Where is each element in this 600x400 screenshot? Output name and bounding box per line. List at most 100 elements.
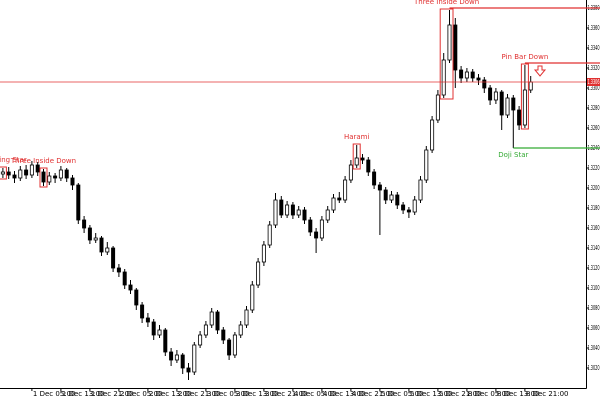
candle-body xyxy=(47,175,52,183)
candle-body xyxy=(354,157,359,166)
candle-body xyxy=(360,157,365,161)
candle-body xyxy=(145,317,150,323)
price-marker xyxy=(587,78,600,86)
x-tick-label: 4 Dec 13:00 xyxy=(323,390,366,398)
candle-body xyxy=(0,171,5,175)
candle-body xyxy=(111,247,116,269)
candle-body xyxy=(493,91,498,101)
candle-body xyxy=(215,311,220,331)
candle-body xyxy=(12,174,17,179)
candle-body xyxy=(174,354,179,361)
pattern-box xyxy=(0,166,7,180)
candle-body xyxy=(464,71,469,79)
candle-body xyxy=(53,175,58,179)
x-tick-label: 1 Dec 05:00 xyxy=(33,390,76,398)
y-tick-label: 1.3120 xyxy=(588,264,600,272)
candle-body xyxy=(424,149,429,181)
candle-body xyxy=(35,164,40,173)
candle-body xyxy=(232,334,237,356)
candle-body xyxy=(244,309,249,326)
candle-body xyxy=(18,169,23,179)
y-tick-label: 1.3080 xyxy=(588,304,600,312)
candle-body xyxy=(377,184,382,191)
candle-body xyxy=(209,311,214,326)
candle-body xyxy=(157,329,162,336)
candle-body xyxy=(151,321,156,336)
candle-body xyxy=(227,339,232,356)
y-tick-label: 1.3180 xyxy=(588,204,600,212)
candle-body xyxy=(441,59,446,96)
x-tick-label: 2 Dec 13:00 xyxy=(149,390,192,398)
candle-body xyxy=(82,219,87,229)
y-tick-label: 1.3200 xyxy=(588,184,600,192)
y-tick-label: 1.3340 xyxy=(588,44,600,52)
candle-body xyxy=(522,89,527,126)
candle-body xyxy=(528,81,533,91)
y-tick-label: 1.3140 xyxy=(588,244,600,252)
candle-body xyxy=(372,171,377,186)
candle-body xyxy=(41,171,46,183)
candle-body xyxy=(314,231,319,239)
candle-body xyxy=(87,227,92,241)
candle-body xyxy=(348,164,353,181)
candle-body xyxy=(517,109,522,126)
y-tick-label: 1.3020 xyxy=(588,364,600,372)
x-tick-label: 2 Dec 21:00 xyxy=(178,390,221,398)
price-marker-label: 1.3306 xyxy=(588,78,600,86)
x-tick-label: 8 Dec 21:00 xyxy=(526,390,569,398)
pattern-box xyxy=(520,63,529,130)
x-tick-label: 5 Dec 05:00 xyxy=(381,390,424,398)
y-tick-label: 1.3220 xyxy=(588,164,600,172)
candle-body xyxy=(273,199,278,226)
candle-body xyxy=(140,304,145,319)
candle-body xyxy=(24,169,29,176)
candle-body xyxy=(383,189,388,201)
pattern-label: Three Inside Down xyxy=(10,157,76,165)
candle-body xyxy=(116,267,121,273)
candle-body xyxy=(70,177,75,186)
x-tick-label: 4 Dec 21:00 xyxy=(352,390,395,398)
pattern-label: Doji Star xyxy=(498,151,528,159)
x-tick-label: 3 Dec 13:00 xyxy=(236,390,279,398)
candle-body xyxy=(418,179,423,201)
x-tick-label: 2 Dec 05:00 xyxy=(120,390,163,398)
candle-body xyxy=(470,71,475,79)
y-tick-label: 1.3160 xyxy=(588,224,600,232)
candle-body xyxy=(499,91,504,116)
y-tick-label: 1.3360 xyxy=(588,24,600,32)
candle-body xyxy=(29,164,34,176)
y-tick-label: 1.3040 xyxy=(588,344,600,352)
candle-body xyxy=(447,24,452,61)
candle-body xyxy=(76,184,81,221)
candle-body xyxy=(488,87,493,101)
candle-body xyxy=(198,334,203,346)
pin-bar-arrow xyxy=(533,65,547,77)
candle-body xyxy=(250,284,255,311)
x-tick-label: 1 Dec 21:00 xyxy=(91,390,134,398)
candle-body xyxy=(203,324,208,336)
candle-body xyxy=(296,209,301,216)
x-tick-label: 8 Dec 05:00 xyxy=(468,390,511,398)
candle-body xyxy=(337,197,342,201)
candle-body xyxy=(325,209,330,221)
candle-body xyxy=(343,179,348,201)
candle-body xyxy=(290,204,295,216)
x-tick-label: 5 Dec 13:00 xyxy=(410,390,453,398)
candle-body xyxy=(261,244,266,263)
candle-body xyxy=(406,209,411,213)
candle-body xyxy=(105,247,110,253)
x-tick-label: 3 Dec 05:00 xyxy=(207,390,250,398)
pattern-label: Three Inside Down xyxy=(413,0,479,6)
candle-body xyxy=(99,237,104,253)
candle-body xyxy=(169,351,174,361)
x-tick-label: 3 Dec 21:00 xyxy=(265,390,308,398)
candle-body xyxy=(308,219,313,233)
candle-body xyxy=(435,94,440,121)
y-tick-label: 1.3280 xyxy=(588,104,600,112)
candle-body xyxy=(58,169,63,179)
candle-body xyxy=(122,271,127,286)
candle-body xyxy=(192,344,197,373)
x-tick-label: 4 Dec 05:00 xyxy=(294,390,337,398)
candle-body xyxy=(505,97,510,116)
